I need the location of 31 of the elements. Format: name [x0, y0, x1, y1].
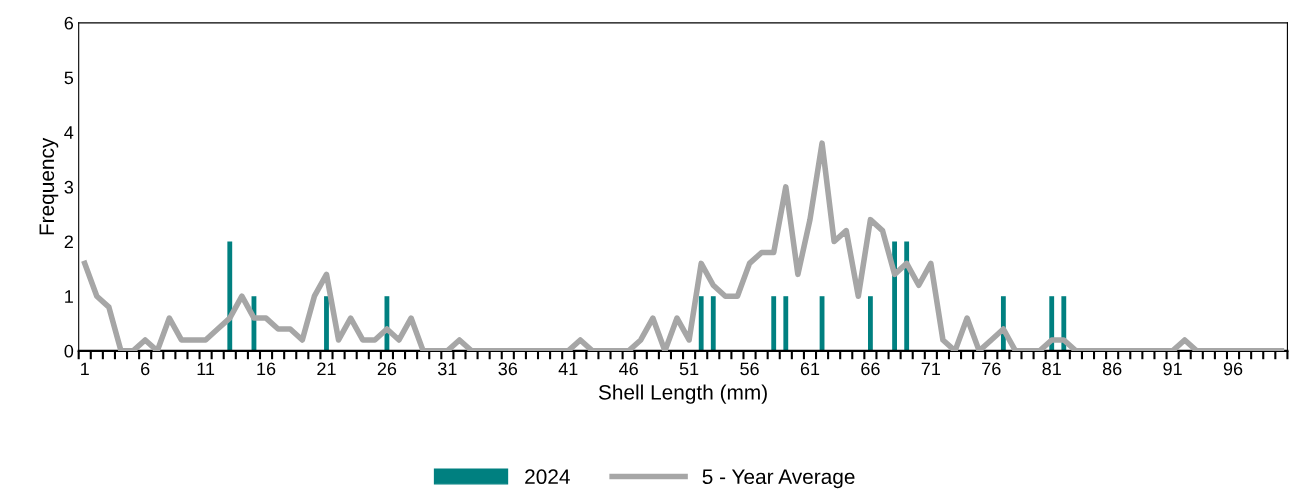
x-tick-label: 16: [257, 362, 276, 376]
y-tick-label: 5: [64, 71, 74, 85]
y-axis-title: Frequency: [39, 137, 59, 235]
x-tick-label: 86: [1102, 362, 1122, 376]
y-tick-label: 1: [65, 290, 73, 303]
x-tick-label: 46: [619, 362, 638, 376]
y-tick-label: 0: [64, 344, 74, 358]
legend-label: 2024: [525, 469, 570, 485]
x-tick-label: 1: [81, 362, 89, 376]
x-tick-label: 71: [921, 362, 941, 376]
x-tick-label: 76: [982, 362, 1001, 376]
x-tick-label: 81: [1042, 362, 1061, 376]
x-tick-label: 36: [498, 362, 518, 376]
y-tick-label: 3: [64, 180, 74, 194]
x-axis-title: Shell Length (mm): [598, 384, 767, 404]
x-tick-label: 6: [141, 362, 150, 376]
x-tick-label: 56: [740, 362, 759, 376]
x-tick-label: 26: [377, 362, 397, 376]
x-tick-label: 96: [1223, 362, 1243, 376]
x-tick-label: 51: [679, 362, 699, 376]
y-tick-label: 6: [64, 16, 74, 30]
x-tick-label: 66: [861, 362, 880, 376]
y-tick-label: 2: [64, 235, 73, 249]
x-tick-label: 61: [800, 362, 820, 376]
x-tick-label: 21: [317, 362, 336, 376]
x-tick-label: 11: [197, 362, 215, 376]
x-tick-label: 31: [438, 362, 457, 376]
legend-label: 5 - Year Average: [702, 469, 855, 489]
x-tick-label: 41: [558, 362, 578, 376]
x-tick-label: 91: [1163, 362, 1182, 376]
y-tick-label: 4: [64, 126, 74, 139]
